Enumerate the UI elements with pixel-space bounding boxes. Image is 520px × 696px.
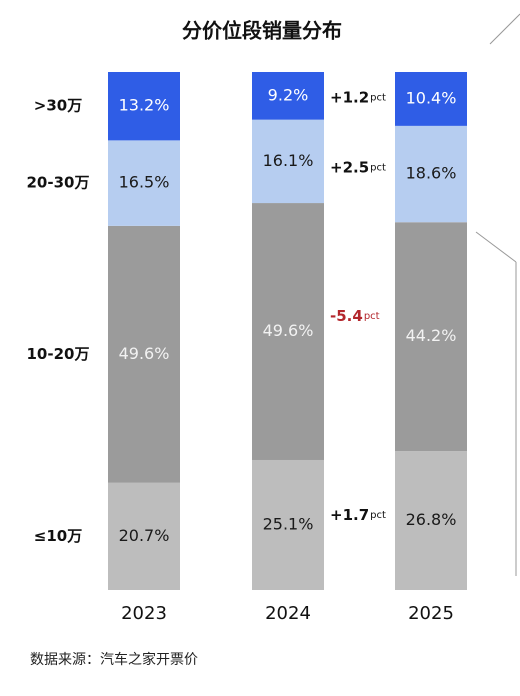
value-label: 49.6%: [119, 344, 170, 363]
series-label: 20-30万: [27, 174, 90, 192]
bar-segment: [108, 72, 180, 141]
annotation-unit: pct: [370, 163, 386, 174]
annotation-unit: pct: [364, 311, 380, 322]
x-tick-label: 2025: [408, 603, 454, 624]
value-label: 9.2%: [268, 85, 309, 104]
bar-segment: [252, 119, 324, 204]
annotation: +2.5pct: [330, 158, 386, 176]
bar-segment: [108, 482, 180, 590]
chart-title: 分价位段销量分布: [182, 19, 342, 43]
value-label: 26.8%: [406, 510, 457, 529]
annotation-unit: pct: [370, 510, 386, 521]
value-label: 10.4%: [406, 88, 457, 107]
bar-segment: [395, 72, 467, 126]
bar-segment: [108, 140, 180, 226]
bar-segment: [252, 203, 324, 460]
x-tick-label: 2023: [121, 603, 167, 624]
annotation-unit: pct: [370, 92, 386, 103]
value-label: 25.1%: [263, 514, 314, 533]
decor-line: [475, 231, 517, 263]
value-label: 13.2%: [119, 96, 170, 115]
value-label: 44.2%: [406, 326, 457, 345]
bar-segment: [395, 451, 467, 590]
bar-segment: [395, 125, 467, 223]
series-label: ≤10万: [34, 527, 82, 545]
bar-segment: [252, 72, 324, 120]
value-label: 16.1%: [263, 151, 314, 170]
annotation: +1.2pct: [330, 88, 386, 106]
annotation: +1.7pct: [330, 505, 386, 523]
x-tick-label: 2024: [265, 603, 311, 624]
value-label: 18.6%: [406, 164, 457, 183]
annotation: -5.4pct: [330, 307, 380, 325]
value-label: 20.7%: [119, 526, 170, 545]
source-note: 数据来源：汽车之家开票价: [30, 651, 198, 668]
annotation-value: +2.5: [330, 158, 369, 176]
annotation-value: -5.4: [330, 307, 363, 325]
series-label: 10-20万: [27, 345, 90, 363]
decor-line: [489, 13, 520, 45]
value-label: 16.5%: [119, 173, 170, 192]
annotation-value: +1.7: [330, 505, 369, 523]
bar-segment: [395, 222, 467, 452]
bar-segment: [252, 459, 324, 590]
value-label: 49.6%: [263, 321, 314, 340]
series-label: >30万: [34, 97, 82, 115]
annotation-value: +1.2: [330, 88, 369, 106]
bar-segment: [108, 225, 180, 483]
